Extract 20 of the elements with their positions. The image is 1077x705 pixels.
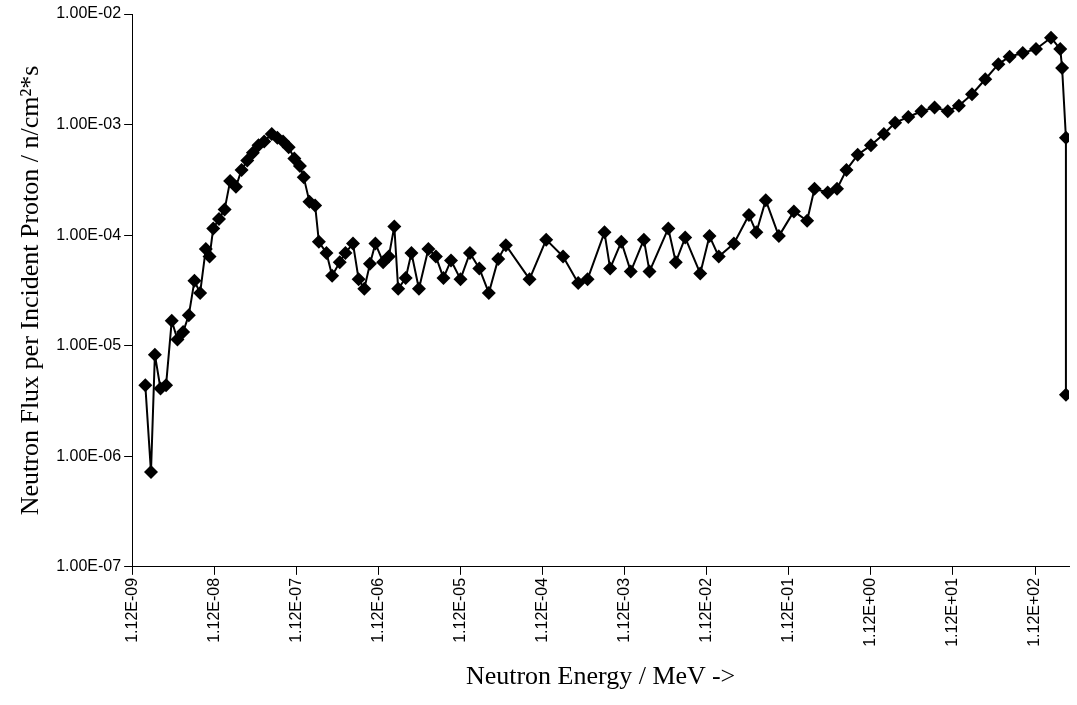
x-tick-label: 1.12E-05 xyxy=(450,577,468,643)
x-tick-label: 1.12E+01 xyxy=(943,577,961,647)
y-tick-label: 1.00E-04 xyxy=(56,225,122,243)
y-tick-label: 1.00E-03 xyxy=(56,114,122,132)
x-tick-label: 1.12E+02 xyxy=(1025,577,1043,647)
y-tick-label: 1.00E-06 xyxy=(56,446,122,464)
x-tick-label: 1.12E-07 xyxy=(286,577,304,643)
x-tick-label: 1.12E-01 xyxy=(779,577,797,643)
x-tick-label: 1.12E+00 xyxy=(861,577,879,647)
y-tick-label: 1.00E-07 xyxy=(56,557,122,575)
x-tick-label: 1.12E-06 xyxy=(368,577,386,643)
y-tick-label: 1.00E-05 xyxy=(56,336,122,354)
x-tick-label: 1.12E-02 xyxy=(697,577,715,643)
x-tick-label: 1.12E-08 xyxy=(204,577,222,643)
y-tick-label: 1.00E-02 xyxy=(56,4,122,22)
x-tick-label: 1.12E-04 xyxy=(532,577,550,643)
x-axis-title: Neutron Energy / MeV -> xyxy=(465,661,736,691)
x-tick-label: 1.12E-09 xyxy=(122,577,140,643)
x-tick-label: 1.12E-03 xyxy=(615,577,633,643)
y-axis-title: Neutron Flux per Incident Proton / n/cm²*s xyxy=(15,65,45,516)
